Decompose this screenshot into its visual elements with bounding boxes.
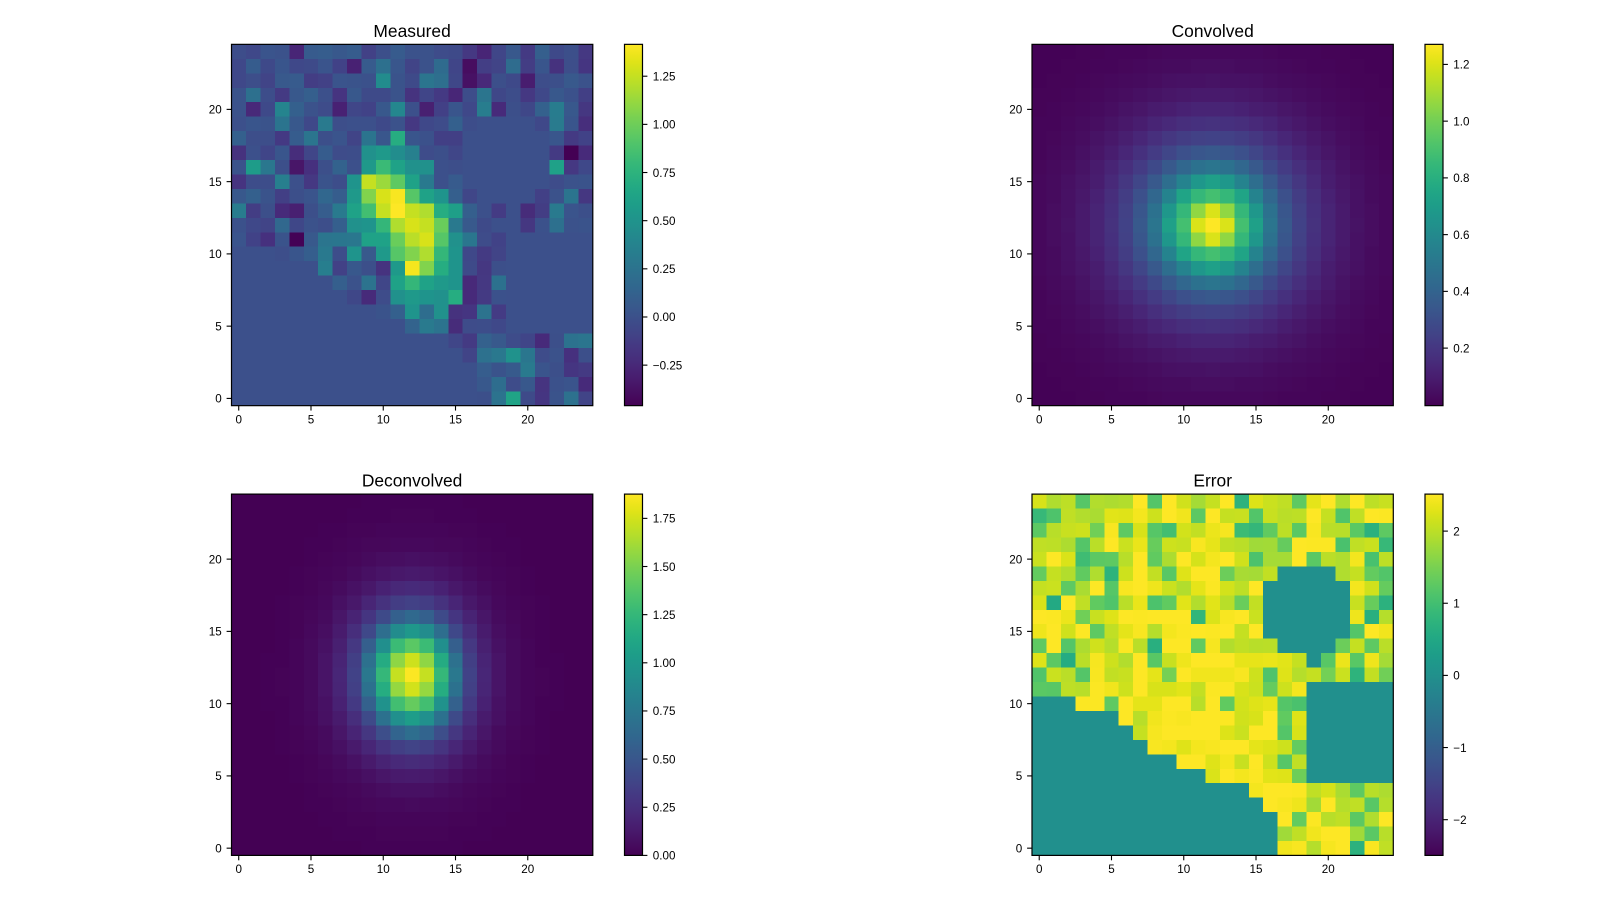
svg-text:−1: −1	[1453, 742, 1466, 755]
svg-text:10: 10	[1177, 414, 1190, 427]
svg-text:5: 5	[1016, 770, 1022, 783]
svg-text:10: 10	[1009, 698, 1022, 711]
svg-text:1.25: 1.25	[653, 609, 676, 622]
svg-text:0: 0	[215, 393, 222, 406]
svg-text:20: 20	[209, 553, 222, 566]
svg-text:Convolved: Convolved	[1172, 21, 1254, 41]
svg-text:1.75: 1.75	[653, 513, 676, 526]
svg-text:2: 2	[1453, 525, 1459, 538]
svg-text:Deconvolved: Deconvolved	[362, 471, 463, 491]
svg-text:20: 20	[1009, 553, 1022, 566]
svg-text:0.00: 0.00	[653, 850, 676, 863]
svg-text:10: 10	[377, 414, 390, 427]
svg-text:10: 10	[1177, 863, 1190, 876]
svg-text:0.4: 0.4	[1453, 286, 1470, 299]
svg-text:5: 5	[1016, 320, 1022, 333]
svg-text:5: 5	[308, 863, 314, 876]
svg-text:20: 20	[1322, 863, 1335, 876]
svg-text:0.2: 0.2	[1453, 342, 1469, 355]
svg-text:1.00: 1.00	[653, 119, 676, 132]
svg-text:0: 0	[1453, 670, 1460, 683]
svg-text:15: 15	[1250, 414, 1263, 427]
svg-text:20: 20	[521, 863, 534, 876]
svg-text:0.75: 0.75	[653, 705, 676, 718]
svg-text:10: 10	[209, 248, 222, 261]
svg-text:15: 15	[1009, 176, 1022, 189]
svg-text:1.00: 1.00	[653, 657, 676, 670]
svg-text:15: 15	[1009, 626, 1022, 639]
svg-text:1.0: 1.0	[1453, 115, 1470, 128]
svg-text:0: 0	[215, 842, 222, 855]
svg-text:20: 20	[1009, 104, 1022, 117]
svg-text:20: 20	[521, 414, 534, 427]
svg-text:5: 5	[215, 770, 221, 783]
svg-text:−2: −2	[1453, 814, 1466, 827]
svg-text:0: 0	[1036, 414, 1043, 427]
svg-text:0.8: 0.8	[1453, 172, 1469, 185]
svg-text:−0.25: −0.25	[653, 359, 683, 372]
svg-text:10: 10	[209, 698, 222, 711]
svg-text:5: 5	[1108, 414, 1114, 427]
svg-text:20: 20	[209, 104, 222, 117]
svg-text:1.2: 1.2	[1453, 59, 1469, 72]
svg-text:1: 1	[1453, 598, 1459, 611]
svg-text:Error: Error	[1193, 471, 1232, 491]
svg-text:0.00: 0.00	[653, 311, 676, 324]
svg-text:1.50: 1.50	[653, 561, 676, 574]
svg-text:20: 20	[1322, 414, 1335, 427]
svg-text:0.25: 0.25	[653, 263, 676, 276]
svg-text:15: 15	[449, 863, 462, 876]
svg-text:0: 0	[1036, 863, 1043, 876]
svg-text:10: 10	[377, 863, 390, 876]
svg-text:0.50: 0.50	[653, 753, 676, 766]
svg-text:5: 5	[215, 320, 221, 333]
svg-text:0: 0	[1016, 393, 1023, 406]
svg-text:15: 15	[209, 176, 222, 189]
svg-text:0.75: 0.75	[653, 167, 676, 180]
svg-text:Measured: Measured	[373, 21, 450, 41]
svg-text:15: 15	[449, 414, 462, 427]
svg-text:0: 0	[235, 863, 242, 876]
svg-text:0: 0	[1016, 842, 1023, 855]
svg-text:15: 15	[1250, 863, 1263, 876]
svg-text:5: 5	[1108, 863, 1114, 876]
svg-text:1.25: 1.25	[653, 70, 676, 83]
svg-text:0.6: 0.6	[1453, 229, 1469, 242]
svg-text:10: 10	[1009, 248, 1022, 261]
svg-text:0.25: 0.25	[653, 802, 676, 815]
svg-text:0: 0	[235, 414, 242, 427]
svg-text:0.50: 0.50	[653, 215, 676, 228]
svg-text:15: 15	[209, 626, 222, 639]
svg-text:5: 5	[308, 414, 314, 427]
